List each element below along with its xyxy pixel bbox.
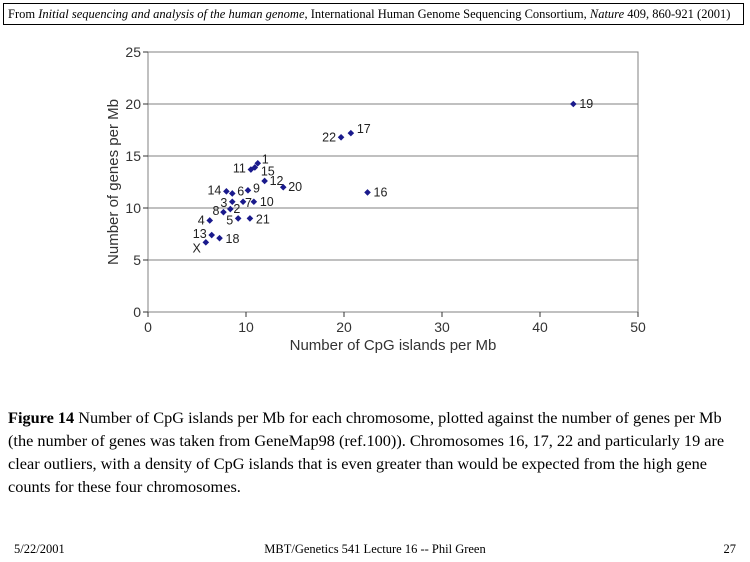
data-point-label: 16 xyxy=(374,185,388,199)
data-point-label: 10 xyxy=(260,195,274,209)
data-point-marker xyxy=(347,129,355,137)
data-point-label: 3 xyxy=(220,196,227,210)
x-tick-label: 50 xyxy=(630,319,646,335)
data-point-marker xyxy=(254,159,262,167)
data-point-marker xyxy=(244,187,252,194)
data-point-label: 1 xyxy=(262,152,269,166)
source-middle: , International Human Genome Sequencing … xyxy=(304,7,590,21)
data-point-marker xyxy=(220,208,227,216)
data-point-marker xyxy=(247,166,255,173)
x-axis-label: Number of CpG islands per Mb xyxy=(290,337,497,354)
source-journal: Nature xyxy=(589,7,625,21)
data-point-label: X xyxy=(192,241,201,255)
footer-course: MBT/Genetics 541 Lecture 16 -- Phil Gree… xyxy=(264,542,486,556)
source-suffix: 409, 860-921 (2001) xyxy=(624,7,731,21)
y-tick-label: 0 xyxy=(133,304,141,320)
y-axis-label: Number of genes per Mb xyxy=(105,99,122,265)
data-point-label: 14 xyxy=(207,183,221,197)
y-tick-label: 25 xyxy=(125,44,141,60)
data-point-label: 13 xyxy=(193,227,207,241)
data-point-marker xyxy=(216,234,223,242)
data-point-label: 2 xyxy=(233,202,240,216)
x-tick-label: 0 xyxy=(144,319,152,335)
data-point-label: 7 xyxy=(245,196,252,210)
data-point-marker xyxy=(279,183,287,191)
caption-lead: Figure 14 xyxy=(8,408,75,427)
figure-caption: Figure 14 Number of CpG islands per Mb f… xyxy=(8,406,738,498)
x-tick-label: 20 xyxy=(336,319,352,335)
data-point-marker xyxy=(570,100,577,108)
data-point-marker xyxy=(228,190,236,197)
y-tick-label: 5 xyxy=(133,252,141,268)
data-point-marker xyxy=(364,189,371,196)
data-point-marker xyxy=(206,217,214,224)
y-tick-label: 20 xyxy=(125,96,141,112)
plot-frame xyxy=(147,51,639,313)
data-point-label: 9 xyxy=(253,181,260,195)
data-point-label: 17 xyxy=(357,122,371,136)
source-prefix: From xyxy=(8,7,39,21)
data-point-marker xyxy=(261,177,268,185)
data-point-label: 21 xyxy=(256,212,270,226)
data-point-label: 11 xyxy=(233,162,246,176)
grid-lines xyxy=(148,103,638,261)
x-tick-label: 30 xyxy=(434,319,450,335)
data-point-label: 19 xyxy=(579,97,593,111)
data-point-label: 4 xyxy=(198,213,205,227)
data-point-marker xyxy=(208,231,215,239)
data-point-marker xyxy=(228,198,236,206)
source-title: Initial sequencing and analysis of the h… xyxy=(38,7,305,21)
data-point-marker xyxy=(239,198,247,206)
data-point-marker xyxy=(223,188,230,195)
data-point-marker xyxy=(246,215,254,222)
y-tick-label: 10 xyxy=(125,200,141,216)
data-point-label: 6 xyxy=(237,184,244,198)
x-tick-label: 10 xyxy=(238,319,254,335)
data-point-marker xyxy=(337,133,345,141)
data-point-label: 8 xyxy=(213,204,220,218)
data-point-marker xyxy=(202,239,210,246)
data-point-label: 12 xyxy=(270,174,284,188)
footer-date: 5/22/2001 xyxy=(14,542,65,556)
data-point-marker xyxy=(251,164,259,171)
y-tick-label: 15 xyxy=(125,148,141,164)
footer-page-number: 27 xyxy=(723,542,737,556)
data-point-marker xyxy=(250,198,258,206)
data-point-marker xyxy=(227,205,234,213)
data-point-label: 20 xyxy=(288,180,302,194)
source-citation: From Initial sequencing and analysis of … xyxy=(3,3,744,25)
data-point-label: 5 xyxy=(226,213,233,227)
data-point-label: 22 xyxy=(322,130,336,144)
data-point-label: 15 xyxy=(261,164,275,178)
data-point-label: 18 xyxy=(226,232,240,246)
x-tick-label: 40 xyxy=(532,319,548,335)
caption-text: Number of CpG islands per Mb for each ch… xyxy=(8,408,725,496)
data-point-marker xyxy=(234,215,242,222)
